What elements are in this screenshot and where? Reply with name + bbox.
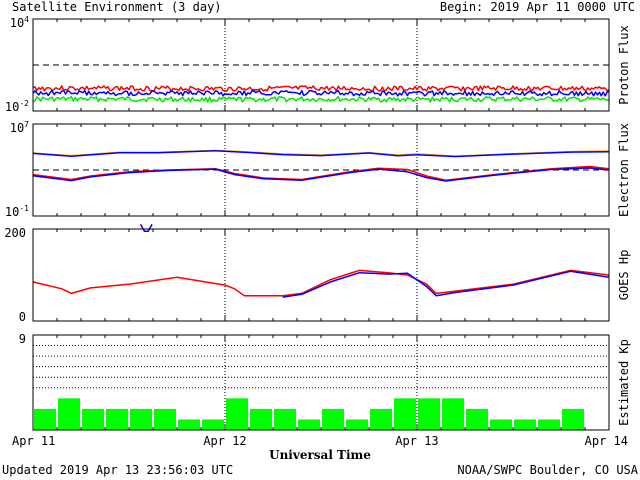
kp-bar <box>250 408 272 430</box>
kp-bar <box>58 398 80 430</box>
panel-frame <box>32 18 610 112</box>
series-line <box>32 269 610 297</box>
kp-bar <box>226 398 248 430</box>
panel-proton-flux: 104 10-2 Proton Flux <box>5 15 631 114</box>
y-axis-label: Proton Flux <box>617 25 631 104</box>
credit: NOAA/SWPC Boulder, CO USA <box>457 463 638 477</box>
kp-bar <box>82 408 104 430</box>
panel-goes-hp: 0 200 GOES Hp <box>4 224 631 324</box>
kp-bar <box>514 419 536 430</box>
kp-bar <box>370 408 392 430</box>
x-tick-label: Apr 11 <box>12 434 55 448</box>
series-line <box>32 150 610 158</box>
series-line <box>32 89 610 97</box>
kp-bar <box>346 419 368 430</box>
y-tick-label: 9 <box>19 332 26 346</box>
y-axis-label: Electron Flux <box>617 123 631 217</box>
kp-bar <box>130 408 152 430</box>
x-tick-label: Apr 12 <box>203 434 246 448</box>
kp-bar <box>466 408 488 430</box>
kp-bar <box>562 408 584 430</box>
kp-bar <box>298 419 320 430</box>
y-tick-label: 0 <box>19 310 26 324</box>
kp-bar <box>178 419 200 430</box>
series-line <box>139 224 153 233</box>
y-axis-label: GOES Hp <box>617 250 631 301</box>
x-axis-label: Universal Time <box>269 448 371 462</box>
y-tick-label: 200 <box>4 226 26 240</box>
y-tick-label: 10-1 <box>5 204 29 219</box>
panel-electron-flux: 107 10-1 Electron Flux <box>5 120 631 219</box>
updated-time: Updated 2019 Apr 13 23:56:03 UTC <box>2 463 233 477</box>
begin-time: Begin: 2019 Apr 11 0000 UTC <box>440 0 635 14</box>
series-line <box>32 167 610 182</box>
y-axis-label: Estimated Kp <box>617 339 631 426</box>
series-line <box>32 85 610 92</box>
kp-bar <box>322 408 344 430</box>
kp-bar <box>442 398 464 430</box>
kp-bar <box>154 408 176 430</box>
kp-bar <box>274 408 296 430</box>
x-tick-label: Apr 14 <box>585 434 628 448</box>
panel-frame <box>32 123 610 217</box>
y-tick-label: 107 <box>10 120 29 135</box>
chart-title: Satellite Environment (3 day) <box>12 0 222 14</box>
series-line <box>282 270 610 298</box>
kp-bar <box>34 408 56 430</box>
kp-bar <box>106 408 128 430</box>
panel-frame <box>32 228 610 322</box>
kp-bar <box>538 419 560 430</box>
kp-bar <box>394 398 416 430</box>
kp-bar <box>490 419 512 430</box>
kp-bar <box>202 419 224 430</box>
x-tick-label: Apr 13 <box>395 434 438 448</box>
y-tick-label: 10-2 <box>5 99 29 114</box>
y-tick-label: 104 <box>10 15 29 30</box>
panel-estimated-kp: 9 Estimated Kp Apr 11 Apr 12 Apr 13 Apr 14 Uni… <box>12 332 631 462</box>
series-line <box>32 95 610 103</box>
kp-bar <box>418 398 440 430</box>
panels: 104 10-2 Proton Flux 107 10-1 Electron Flux 0 2… <box>4 15 631 462</box>
